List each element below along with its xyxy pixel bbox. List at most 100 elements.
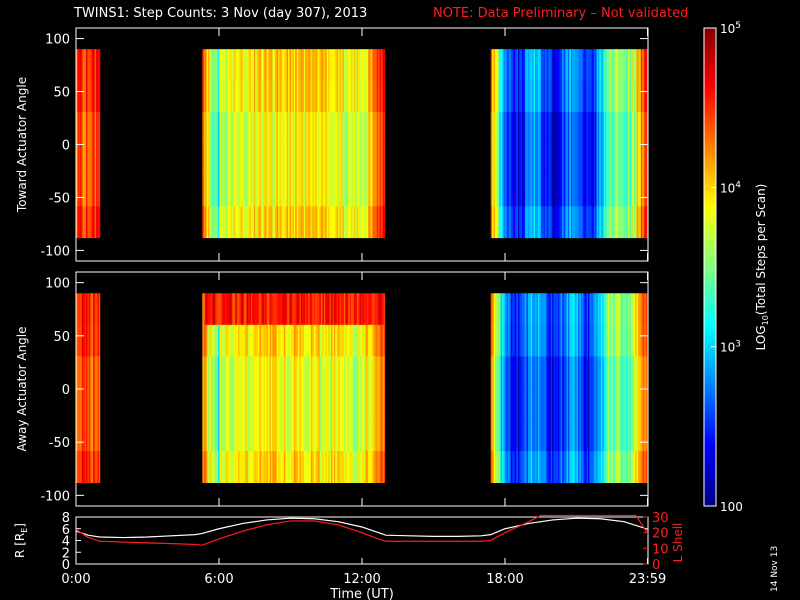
heatmap-cell	[546, 80, 549, 113]
heatmap-cell	[366, 356, 369, 389]
heatmap-cell	[276, 356, 279, 389]
heatmap-cell	[547, 174, 550, 207]
heatmap-cell	[252, 80, 255, 113]
heatmap-cell	[288, 112, 290, 144]
heatmap-cell	[236, 419, 239, 452]
heatmap-cell	[490, 324, 493, 357]
heatmap-cell	[242, 112, 245, 144]
heatmap-cell	[522, 174, 524, 207]
heatmap-cell	[372, 174, 375, 207]
heatmap-cell	[213, 143, 216, 176]
heatmap-cell	[259, 356, 262, 389]
heatmap-cell	[383, 356, 386, 389]
heatmap-cell	[617, 206, 620, 239]
heatmap-cell	[242, 387, 245, 420]
heatmap-cell	[629, 451, 632, 483]
y-tick-label: 8	[62, 511, 70, 526]
heatmap-cell	[246, 356, 249, 389]
heatmap-cell	[575, 80, 577, 113]
heatmap-cell	[215, 356, 218, 389]
heatmap-cell	[290, 206, 293, 239]
heatmap-cell	[203, 356, 206, 389]
heatmap-cell	[80, 80, 83, 113]
heatmap-cell	[572, 356, 575, 389]
heatmap-cell	[296, 419, 299, 452]
heatmap-cell	[229, 293, 232, 326]
heatmap-cell	[243, 143, 246, 176]
y-tick-label-right: 10	[652, 542, 669, 557]
heatmap-cell	[263, 419, 266, 452]
heatmap-cell	[381, 451, 383, 483]
x-tick-label: 6:00	[204, 572, 233, 587]
heatmap-cell	[609, 174, 612, 207]
heatmap-cell	[225, 419, 228, 452]
heatmap-cell	[318, 112, 320, 144]
heatmap-cell	[633, 387, 636, 420]
heatmap-cell	[553, 356, 556, 389]
heatmap-cell	[226, 174, 229, 207]
heatmap-cell	[539, 206, 542, 239]
heatmap-cell	[371, 174, 373, 207]
heatmap-cell	[326, 206, 329, 239]
heatmap-cell	[256, 112, 259, 144]
heatmap-cell	[209, 49, 212, 82]
heatmap-cell	[349, 174, 352, 207]
heatmap-cell	[256, 49, 259, 82]
heatmap-cell	[645, 419, 647, 452]
heatmap-cell	[240, 143, 243, 176]
heatmap-cell	[373, 206, 376, 239]
heatmap-cell	[547, 293, 550, 326]
heatmap-cell	[368, 174, 371, 207]
heatmap-cell	[552, 112, 555, 144]
heatmap-cell	[303, 451, 306, 483]
heatmap-cell	[303, 174, 306, 207]
heatmap-cell	[97, 174, 100, 207]
heatmap-cell	[563, 324, 566, 357]
heatmap-cell	[86, 324, 88, 357]
heatmap-cell	[258, 49, 260, 82]
heatmap-cell	[90, 174, 93, 207]
heatmap-cell	[356, 112, 359, 144]
heatmap-cell	[369, 206, 372, 239]
heatmap-cell	[582, 80, 585, 113]
heatmap-cell	[243, 451, 246, 483]
heatmap-cell	[620, 174, 623, 207]
heatmap-cell	[295, 387, 298, 420]
heatmap-cell	[331, 174, 333, 207]
heatmap-cell	[532, 49, 534, 82]
heatmap-cell	[520, 49, 523, 82]
heatmap-cell	[298, 451, 300, 483]
heatmap-cell	[318, 143, 320, 176]
heatmap-cell	[543, 324, 546, 357]
heatmap-cell	[632, 356, 635, 389]
heatmap-cell	[625, 143, 627, 176]
heatmap-cell	[585, 324, 587, 357]
heatmap-cell	[252, 387, 255, 420]
heatmap-cell	[329, 143, 332, 176]
heatmap-cell	[494, 143, 497, 176]
heatmap-cell	[536, 451, 539, 483]
heatmap-cell	[206, 324, 209, 357]
heatmap-cell	[517, 49, 520, 82]
heatmap-cell	[625, 387, 627, 420]
heatmap-cell	[233, 356, 236, 389]
heatmap-cell	[245, 206, 248, 239]
heatmap-cell	[507, 112, 510, 144]
heatmap-cell	[341, 143, 343, 176]
heatmap-cell	[583, 174, 586, 207]
heatmap-cell	[509, 49, 512, 82]
heatmap-cell	[527, 419, 530, 452]
heatmap-cell	[562, 174, 565, 207]
heatmap-cell	[516, 387, 519, 420]
heatmap-cell	[83, 143, 85, 176]
heatmap-cell	[529, 293, 532, 326]
heatmap-cell	[543, 356, 546, 389]
heatmap-cell	[615, 387, 617, 420]
heatmap-cell	[515, 387, 517, 420]
heatmap-cell	[519, 80, 522, 113]
heatmap-cell	[346, 387, 349, 420]
heatmap-cell	[84, 419, 87, 452]
heatmap-cell	[586, 206, 589, 239]
heatmap-cell	[552, 387, 555, 420]
heatmap-cell	[332, 80, 335, 113]
